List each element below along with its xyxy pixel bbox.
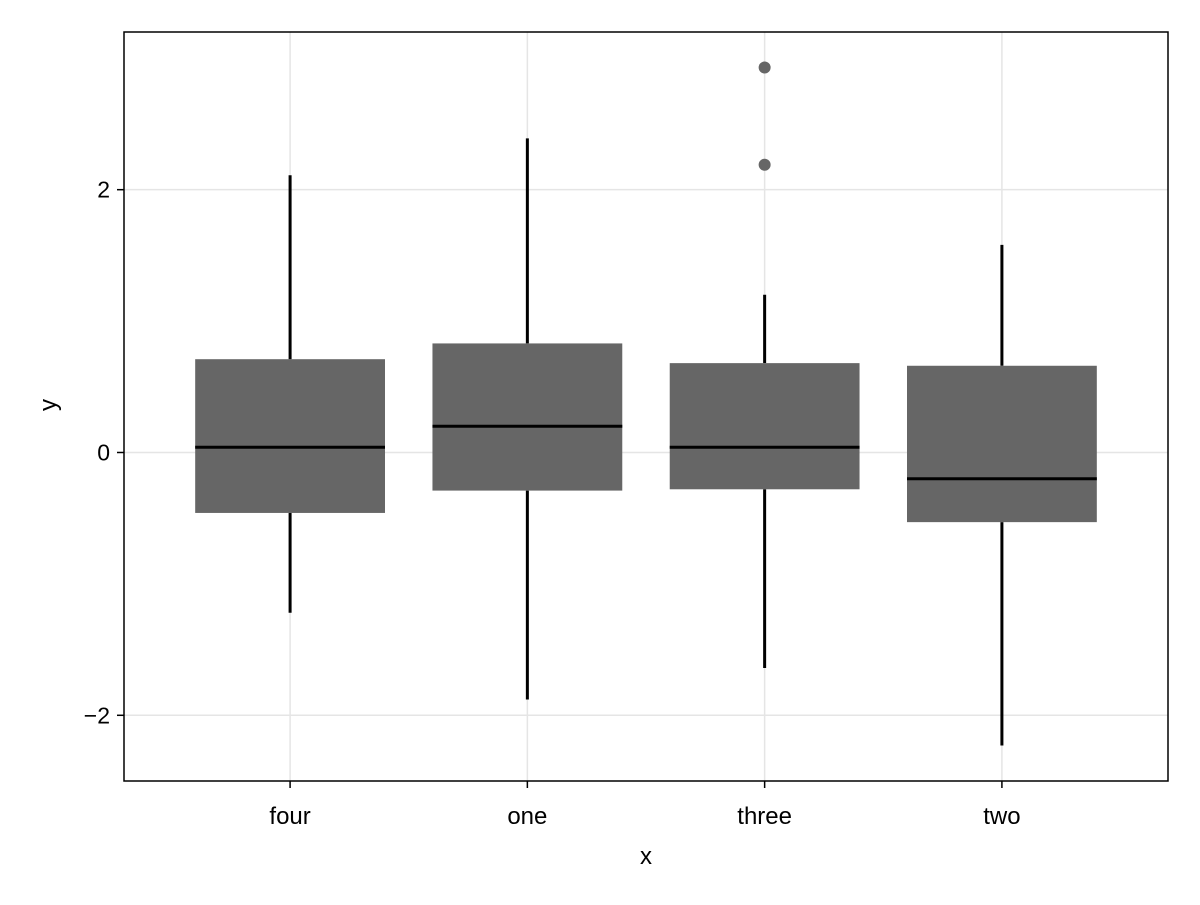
plot-frame xyxy=(123,31,1169,782)
box-two xyxy=(907,244,1097,746)
y-tick-label: 0 xyxy=(97,439,110,465)
axes: −2 0 2 four one three two xyxy=(84,177,1021,830)
y-tick-label: 2 xyxy=(97,177,110,203)
iqr-box xyxy=(195,359,385,513)
iqr-box xyxy=(907,365,1097,523)
x-tick-label-one: one xyxy=(507,803,547,830)
y-axis-label: y xyxy=(35,399,62,411)
box-marks xyxy=(195,61,1097,746)
box-four xyxy=(195,175,385,613)
y-tick-label: −2 xyxy=(84,702,110,728)
box-one xyxy=(432,138,623,700)
outlier-point xyxy=(758,61,771,74)
iqr-box xyxy=(669,363,860,490)
iqr-box xyxy=(432,343,623,491)
x-tick-label-three: three xyxy=(737,803,792,830)
x-tick-label-four: four xyxy=(269,803,310,830)
x-axis-label: x xyxy=(640,843,652,870)
x-tick-label-two: two xyxy=(983,803,1020,830)
outlier-point xyxy=(758,158,771,171)
box-three xyxy=(669,61,860,668)
